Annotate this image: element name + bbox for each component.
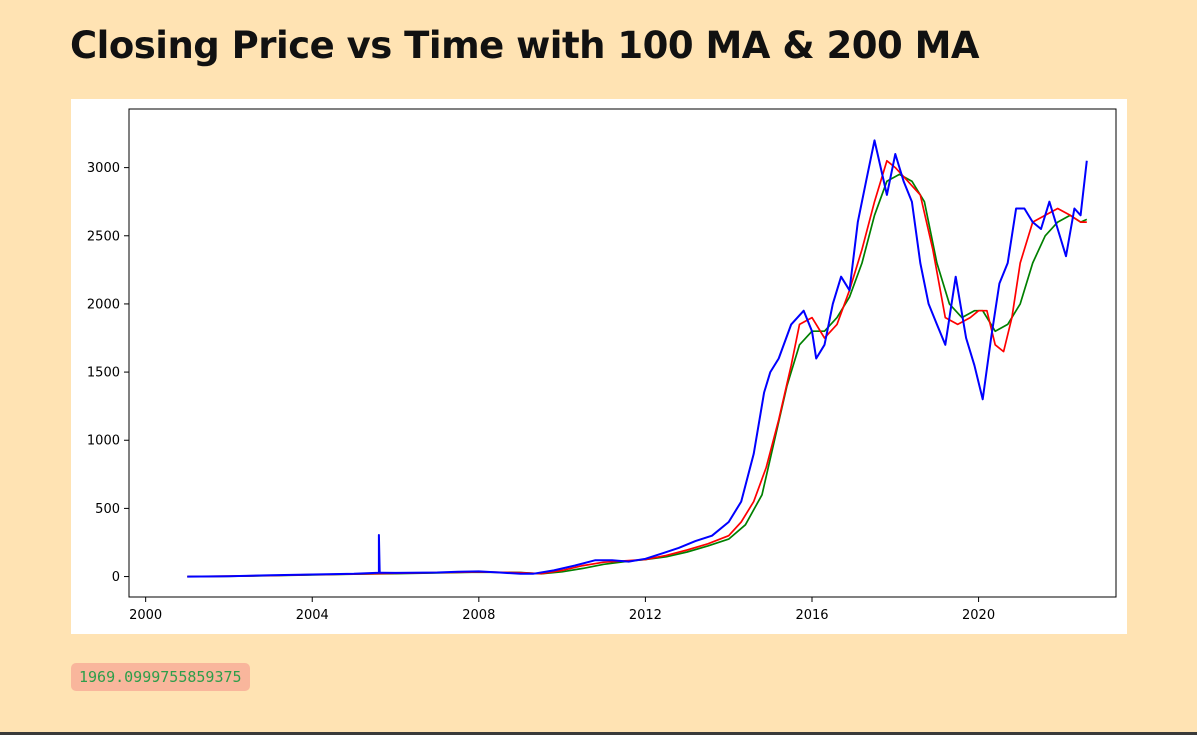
x-tick-label: 2008 (462, 608, 495, 623)
bottom-divider (0, 732, 1197, 735)
y-tick-label: 3000 (87, 161, 120, 176)
x-tick-label: 2016 (795, 608, 828, 623)
close-price-value: 1969.0999755859375 (71, 663, 250, 691)
x-tick-label: 2000 (129, 608, 162, 623)
y-tick-label: 0 (112, 570, 120, 585)
x-axis: 2000 2004 2008 2012 2016 2020 (129, 597, 995, 623)
chart-card: 2000 2004 2008 2012 2016 2020 0 500 1000 1500 200… (71, 99, 1127, 634)
series-line-price (187, 139, 1088, 578)
line-chart: 2000 2004 2008 2012 2016 2020 0 500 1000 1500 200… (87, 108, 1117, 623)
x-tick-label: 2004 (296, 608, 329, 623)
x-tick-label: 2012 (629, 608, 662, 623)
y-tick-label: 1000 (87, 434, 120, 449)
series-line-ma200 (187, 173, 1088, 578)
y-tick-label: 1500 (87, 366, 120, 381)
series-line-ma100 (187, 159, 1087, 578)
y-tick-label: 2000 (87, 297, 120, 312)
series-layer (187, 139, 1088, 578)
y-tick-label: 500 (95, 502, 120, 517)
y-axis: 0 500 1000 1500 2000 2500 3000 (87, 161, 129, 585)
y-tick-label: 2500 (87, 229, 120, 244)
page-title: Closing Price vs Time with 100 MA & 200 … (70, 24, 980, 67)
x-tick-label: 2020 (962, 608, 995, 623)
plot-frame (128, 108, 1117, 598)
